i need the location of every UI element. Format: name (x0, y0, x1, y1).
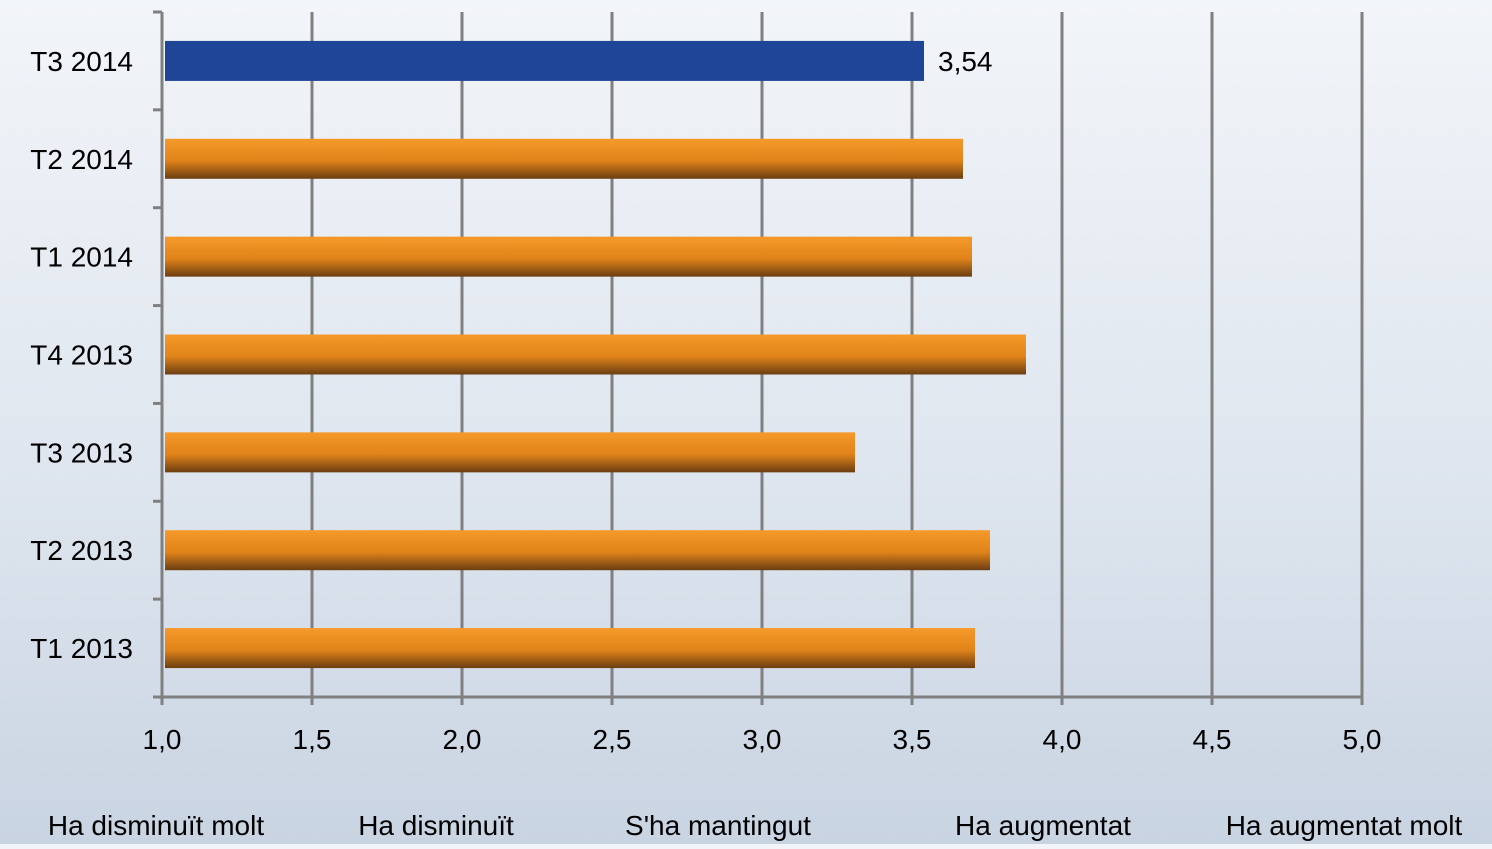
bar (165, 432, 855, 473)
labels: 1,0 1,5 2,0 2,5 3,0 3,5 4,0 4,5 5,0 T3 2014 3,54 T2… (30, 46, 1462, 841)
category-label: T2 2014 (30, 144, 133, 175)
x-tick-label: 2,0 (443, 724, 482, 755)
category-label: T1 2014 (30, 242, 133, 273)
scale-label: Ha augmentat (955, 810, 1131, 841)
bar (165, 236, 972, 277)
x-tick-label: 4,0 (1043, 724, 1082, 755)
scale-label: Ha disminuït molt (48, 810, 265, 841)
bar (165, 628, 975, 669)
scale-label: S'ha mantingut (625, 810, 811, 841)
bars (165, 40, 1026, 669)
category-label: T4 2013 (30, 340, 133, 371)
bar (165, 138, 963, 179)
x-tick-label: 5,0 (1343, 724, 1382, 755)
axes (153, 10, 1364, 705)
x-tick-label: 2,5 (593, 724, 632, 755)
scale-label: Ha disminuït (358, 810, 514, 841)
bar (165, 40, 924, 81)
scale-label: Ha augmentat molt (1226, 810, 1463, 841)
category-label: T3 2013 (30, 437, 133, 468)
x-tick-label: 3,5 (893, 724, 932, 755)
category-label: T1 2013 (30, 633, 133, 664)
bar (165, 530, 990, 571)
x-tick-label: 4,5 (1193, 724, 1232, 755)
x-tick-label: 1,0 (143, 724, 182, 755)
category-label: T3 2014 (30, 46, 133, 77)
x-tick-label: 3,0 (743, 724, 782, 755)
x-tick-label: 1,5 (293, 724, 332, 755)
category-label: T2 2013 (30, 535, 133, 566)
data-label: 3,54 (938, 46, 993, 77)
bar (165, 334, 1026, 375)
